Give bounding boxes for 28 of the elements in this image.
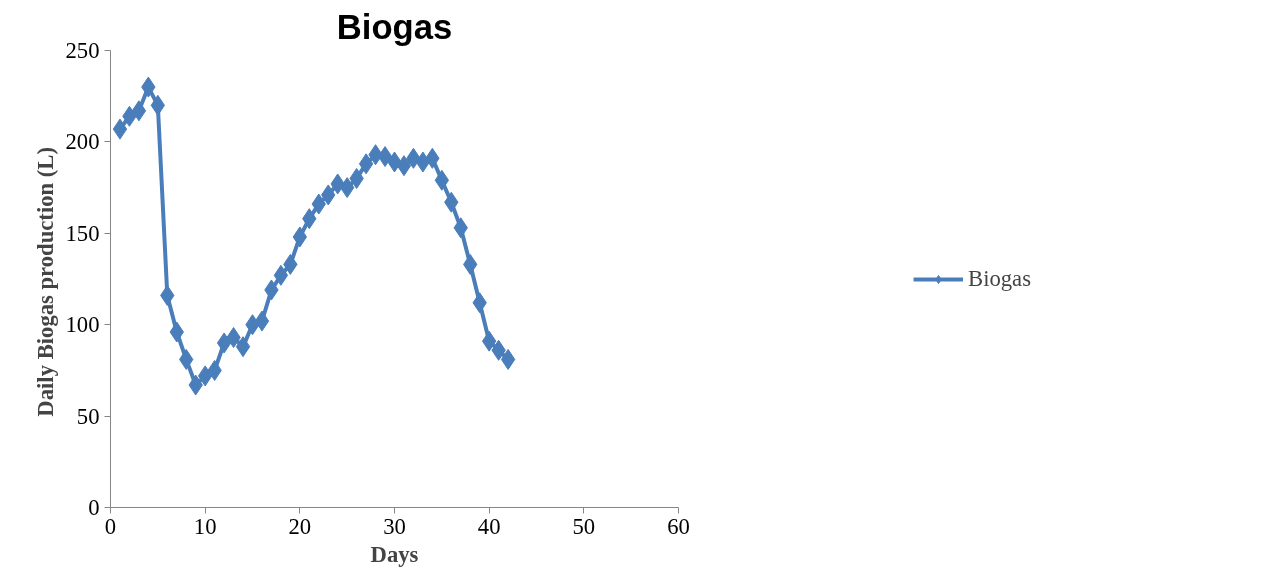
x-axis-title: Days	[370, 541, 419, 567]
point	[112, 118, 128, 140]
x-tick-label: 30	[383, 513, 406, 539]
chart-title: Biogas	[336, 7, 453, 46]
y-axis-title: Daily Biogas production (L)	[32, 147, 58, 417]
y-tick-label: 0	[88, 495, 100, 520]
y-tick-label: 50	[76, 403, 100, 429]
point	[396, 155, 412, 177]
y-tick-label: 200	[65, 129, 100, 155]
y-tick-label: 150	[65, 220, 100, 246]
y-tick-label: 250	[65, 38, 100, 63]
x-tick-label: 10	[193, 513, 217, 539]
x-tick-label: 0	[104, 513, 117, 539]
point	[131, 100, 147, 122]
point	[273, 264, 289, 286]
point	[216, 332, 232, 354]
point	[226, 327, 241, 348]
point	[377, 146, 393, 168]
point	[254, 310, 270, 332]
x-tick-label: 50	[572, 513, 596, 539]
y-tick-label: 100	[65, 312, 100, 338]
x-tick-label: 20	[288, 513, 312, 539]
x-tick-label: 40	[477, 513, 501, 539]
legend-label: Biogas	[968, 265, 1031, 292]
x-tick-label: 60	[667, 513, 690, 539]
point	[235, 336, 251, 358]
point	[358, 153, 374, 175]
point	[500, 348, 516, 370]
